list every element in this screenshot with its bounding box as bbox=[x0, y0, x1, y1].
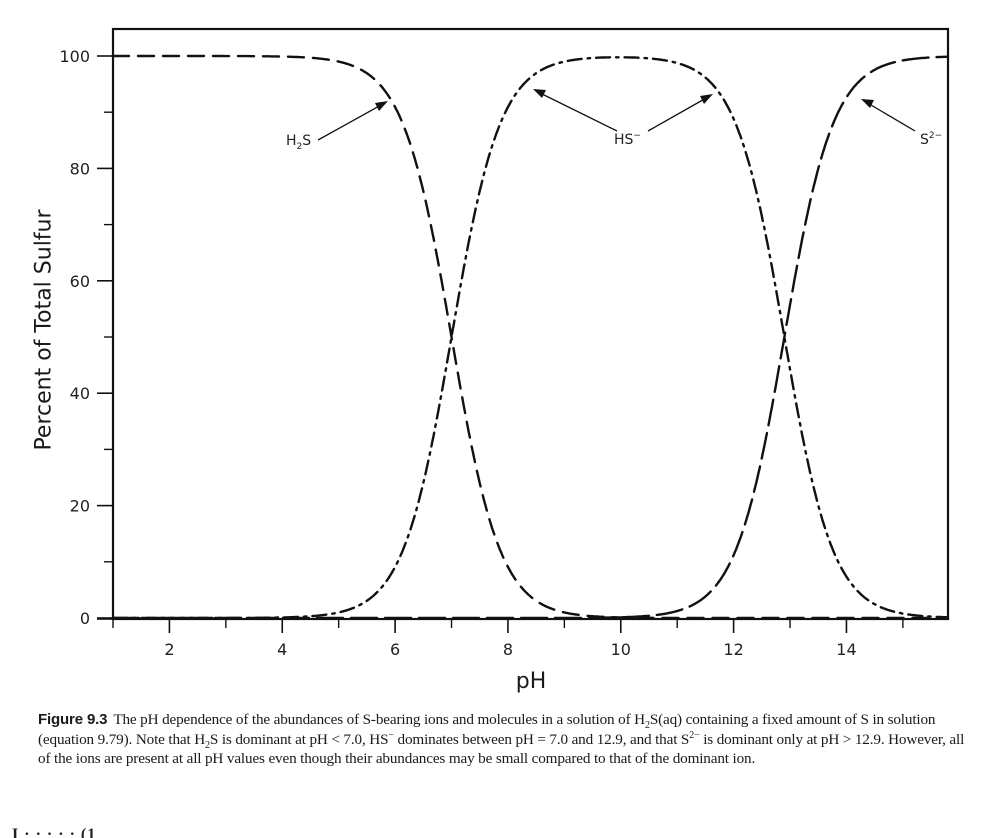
series-s2-line bbox=[111, 55, 950, 620]
h2s-arrowhead bbox=[375, 101, 388, 111]
x-axis-label: pH bbox=[516, 669, 547, 694]
y-tick-label: 60 bbox=[70, 272, 90, 291]
y-tick-label: 100 bbox=[59, 47, 90, 66]
x-tick-label: 14 bbox=[836, 640, 856, 659]
x-tick-label: 10 bbox=[611, 640, 631, 659]
y-axis-ticks: 0 20 40 60 80 100 bbox=[59, 47, 113, 628]
x-tick-label: 6 bbox=[390, 640, 400, 659]
y-tick-label: 40 bbox=[70, 384, 90, 403]
series-h2s-line bbox=[111, 54, 950, 620]
s2-label: S2− bbox=[920, 131, 942, 148]
y-axis-label: Percent of Total Sulfur bbox=[31, 209, 57, 451]
hs-arrowhead-right bbox=[700, 94, 713, 104]
x-tick-label: 2 bbox=[164, 640, 174, 659]
x-tick-label: 8 bbox=[503, 640, 513, 659]
cutoff-body-text: I · · · · · (1 bbox=[12, 822, 982, 838]
hs-arrow-left bbox=[537, 91, 618, 132]
x-tick-label: 12 bbox=[723, 640, 743, 659]
y-axis-label-box: Percent of Total Sulfur bbox=[14, 200, 74, 460]
h2s-label: H2S bbox=[286, 133, 311, 152]
cutoff-text: I · · · · · (1 bbox=[12, 826, 97, 838]
caption-text: The pH dependence of the abundances of S… bbox=[38, 711, 965, 767]
hs-arrow-right bbox=[647, 96, 709, 132]
series-hs-line bbox=[111, 56, 950, 620]
plot-frame bbox=[111, 27, 950, 621]
h2s-arrow bbox=[317, 103, 384, 141]
x-tick-label: 4 bbox=[277, 640, 287, 659]
hs-arrowhead-left bbox=[533, 89, 546, 98]
annotations: H2S HS− S2− bbox=[286, 89, 942, 152]
figure-number: Figure 9.3 bbox=[38, 711, 108, 728]
hs-label: HS− bbox=[614, 131, 641, 148]
x-axis-ticks: 2 4 6 8 10 12 14 bbox=[97, 618, 904, 659]
y-tick-label: 0 bbox=[80, 609, 90, 628]
y-tick-label: 20 bbox=[70, 497, 90, 516]
s2-arrow bbox=[865, 101, 916, 132]
chart-plot: 0 20 40 60 80 100 2 4 6 8 10 12 14 H2S HS− S2− pH bbox=[59, 27, 950, 694]
y-tick-label: 80 bbox=[70, 159, 90, 178]
figure-caption: Figure 9.3 The pH dependence of the abund… bbox=[38, 710, 968, 769]
series-curves bbox=[111, 54, 950, 620]
s2-arrowhead bbox=[861, 99, 874, 108]
